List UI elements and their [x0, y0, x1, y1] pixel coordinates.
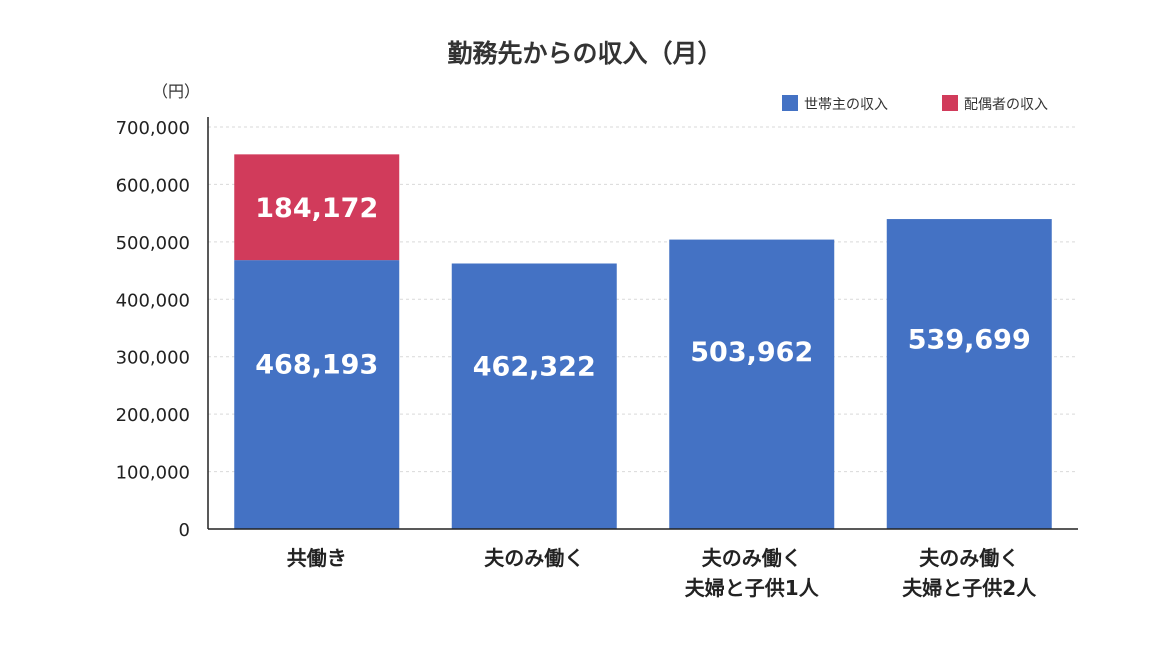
x-category-label: 夫婦と子供1人 [685, 576, 820, 600]
y-tick-label: 600,000 [116, 175, 190, 196]
legend: 世帯主の収入 配偶者の収入 [782, 95, 1048, 113]
bar-value-label: 184,172 [255, 193, 378, 224]
y-tick-label: 500,000 [116, 233, 190, 254]
bar-value-label: 468,193 [255, 350, 378, 381]
y-tick-label: 700,000 [116, 118, 190, 139]
x-category-label: 夫のみ働く [702, 546, 802, 570]
x-category-label: 共働き [287, 546, 347, 570]
bar-segment-householder [669, 239, 835, 529]
x-category-label: 夫のみ働く [919, 546, 1019, 570]
y-tick-label: 100,000 [116, 463, 190, 484]
chart-title: 勤務先からの収入（月） [447, 39, 722, 68]
bar-value-label: 462,322 [473, 352, 596, 383]
y-tick-label: 200,000 [116, 405, 190, 426]
y-tick-label: 0 [179, 520, 190, 541]
y-tick-label: 400,000 [116, 290, 190, 311]
legend-swatch [942, 95, 958, 111]
y-axis-ticks: 0 100,000 200,000 300,000 400,000 500,000 600,… [116, 118, 190, 541]
legend-label: 世帯主の収入 [804, 97, 888, 113]
axes [207, 117, 1078, 530]
y-tick-label: 300,000 [116, 348, 190, 369]
bar-segment-spouse [234, 154, 400, 261]
x-category-label: 夫のみ働く [484, 546, 584, 570]
y-axis-unit-label: （円） [152, 82, 200, 101]
bars: 468,193 184,172 462,322 503,962 539,699 [234, 154, 1052, 529]
legend-label: 配偶者の収入 [964, 97, 1048, 113]
bar-value-label: 539,699 [908, 324, 1031, 355]
bar-value-label: 503,962 [690, 337, 813, 368]
x-category-label: 夫婦と子供2人 [902, 576, 1037, 600]
bar-segment-householder [451, 263, 617, 529]
bar-segment-householder [234, 260, 400, 529]
bar-segment-householder [886, 219, 1052, 529]
legend-swatch [782, 95, 798, 111]
